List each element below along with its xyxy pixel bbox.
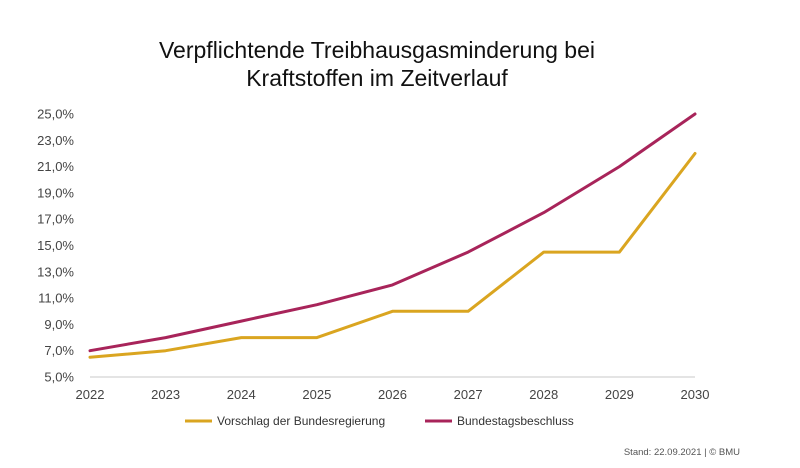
y-tick-label: 5,0%: [44, 370, 74, 385]
y-tick-label: 17,0%: [37, 212, 74, 227]
x-axis: 2022 2023 2024 2025 2026 2027 2028 2029 2030: [76, 376, 710, 402]
y-tick-label: 21,0%: [37, 159, 74, 174]
legend-label: Bundestagsbeschluss: [457, 414, 574, 428]
x-tick-label: 2027: [454, 387, 483, 402]
y-tick-label: 7,0%: [44, 343, 74, 358]
footnote: Stand: 22.09.2021 | © BMU: [624, 447, 740, 458]
y-axis: 5,0% 7,0% 9,0% 11,0% 13,0% 15,0% 17,0% 19,0% 21,…: [37, 107, 74, 385]
x-tick-label: 2022: [76, 387, 105, 402]
y-tick-label: 13,0%: [37, 264, 74, 279]
x-tick-label: 2029: [605, 387, 634, 402]
series-line-0: [88, 152, 697, 359]
x-tick-label: 2024: [227, 387, 256, 402]
legend: Vorschlag der Bundesregierung Bundestagsb…: [185, 414, 574, 428]
y-tick-label: 11,0%: [38, 291, 74, 306]
x-tick-label: 2023: [151, 387, 180, 402]
y-tick-label: 15,0%: [37, 238, 74, 253]
legend-label: Vorschlag der Bundesregierung: [217, 414, 385, 428]
x-tick-label: 2028: [529, 387, 558, 402]
series-layer: [88, 112, 697, 359]
x-tick-label: 2026: [378, 387, 407, 402]
x-tick-label: 2030: [681, 387, 710, 402]
x-tick-label: 2025: [302, 387, 331, 402]
y-tick-label: 19,0%: [37, 185, 74, 200]
chart-title-line-2: Kraftstoffen im Zeitverlauf: [246, 65, 508, 91]
series-line-1: [88, 112, 697, 353]
y-tick-label: 23,0%: [37, 133, 74, 148]
y-tick-label: 25,0%: [37, 107, 74, 122]
y-tick-label: 9,0%: [44, 317, 74, 332]
chart-title-line-1: Verpflichtende Treibhausgasminderung bei: [159, 37, 595, 63]
